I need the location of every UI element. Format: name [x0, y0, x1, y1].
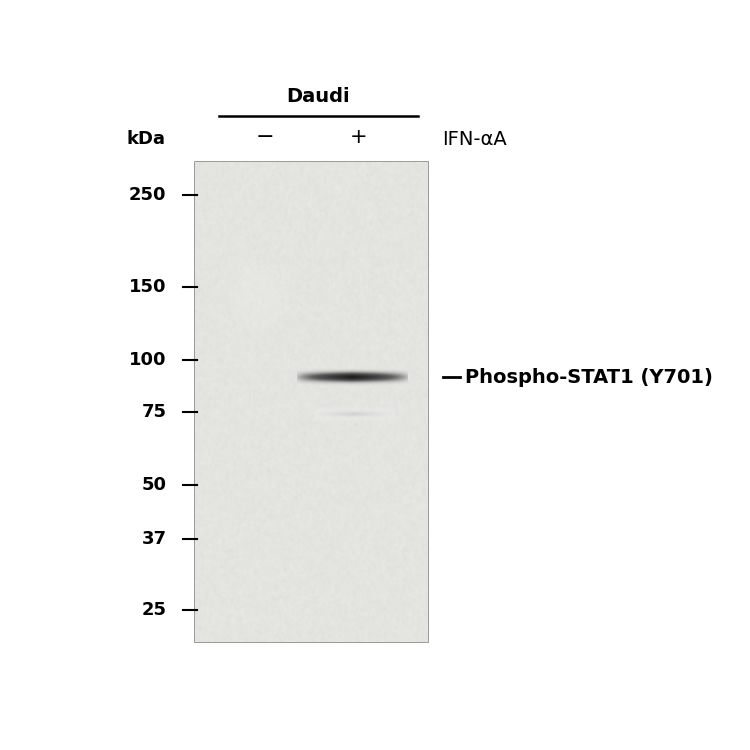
Text: IFN-αA: IFN-αA: [442, 130, 507, 149]
FancyBboxPatch shape: [196, 162, 428, 641]
Text: 37: 37: [142, 530, 166, 548]
Text: Phospho-STAT1 (Y701): Phospho-STAT1 (Y701): [464, 368, 712, 387]
Text: 100: 100: [129, 351, 166, 369]
Text: Daudi: Daudi: [286, 87, 350, 106]
Text: 150: 150: [129, 278, 166, 296]
Text: kDa: kDa: [126, 130, 165, 148]
Text: 50: 50: [142, 476, 166, 494]
Text: 25: 25: [142, 601, 166, 619]
Text: 250: 250: [129, 186, 166, 204]
Text: +: +: [350, 128, 367, 147]
Text: 75: 75: [142, 403, 166, 421]
Text: −: −: [256, 128, 274, 147]
